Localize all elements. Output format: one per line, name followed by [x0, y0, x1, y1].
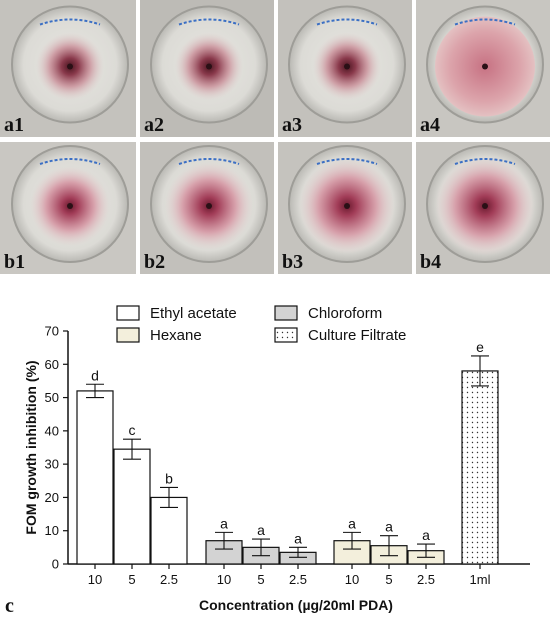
handwritten-label-mark — [316, 158, 378, 165]
colony-center — [67, 203, 73, 209]
x-tick-label: 2.5 — [417, 572, 435, 587]
significance-letter: a — [294, 530, 302, 546]
petri-dish-photo: b2 — [140, 142, 274, 274]
petri-dish-photo: a4 — [416, 0, 550, 137]
y-tick-label: 20 — [45, 490, 59, 505]
x-tick-label: 1ml — [470, 572, 491, 587]
legend-swatch — [116, 305, 140, 321]
significance-letter: a — [422, 527, 430, 543]
panel-label-c: c — [5, 595, 14, 617]
legend-swatch — [116, 327, 140, 343]
x-tick-label: 5 — [128, 572, 135, 587]
handwritten-label-mark — [454, 18, 516, 26]
handwritten-label-mark — [39, 158, 101, 165]
colony-center — [482, 63, 488, 70]
y-tick-label: 50 — [45, 390, 59, 405]
y-tick-label: 30 — [45, 457, 59, 472]
handwritten-label-mark — [316, 18, 378, 26]
bar — [76, 390, 114, 565]
x-tick-label: 10 — [217, 572, 231, 587]
x-tick-label: 10 — [345, 572, 359, 587]
x-tick-label: 2.5 — [289, 572, 307, 587]
bar — [150, 496, 188, 565]
significance-letter: e — [476, 339, 484, 355]
colony-center — [67, 63, 73, 70]
significance-letter: a — [257, 522, 265, 538]
legend-label: Ethyl acetate — [150, 305, 237, 322]
petri-dish-photo: a2 — [140, 0, 274, 137]
legend-label: Chloroform — [308, 305, 382, 322]
colony-center — [344, 63, 350, 70]
significance-letter: a — [385, 519, 393, 535]
y-tick-label: 60 — [45, 357, 59, 372]
panel-label-b4: b4 — [420, 251, 441, 273]
panel-label-a2: a2 — [144, 114, 164, 136]
legend-label: Hexane — [150, 327, 202, 344]
petri-dish-photos: a1 a2 a3 a4 b1 b2 b3 b4 — [0, 0, 550, 274]
petri-dish-photo: a1 — [0, 0, 136, 137]
handwritten-label-mark — [454, 158, 516, 165]
significance-letter: a — [348, 515, 356, 531]
colony-center — [482, 203, 488, 209]
panel-label-a3: a3 — [282, 114, 302, 136]
petri-dish-photo: b3 — [278, 142, 412, 274]
significance-letter: d — [91, 367, 99, 383]
panel-label-b2: b2 — [144, 251, 165, 273]
x-tick-label: 5 — [257, 572, 264, 587]
handwritten-label-mark — [178, 158, 240, 165]
significance-letter: a — [220, 515, 228, 531]
petri-dish-photo: a3 — [278, 0, 412, 137]
bar — [461, 370, 499, 565]
y-tick-label: 40 — [45, 423, 59, 438]
y-tick-label: 10 — [45, 523, 59, 538]
x-tick-label: 2.5 — [160, 572, 178, 587]
significance-letter: b — [165, 470, 173, 486]
panel-label-a1: a1 — [4, 114, 24, 136]
petri-dish-photo: b1 — [0, 142, 136, 274]
bar — [113, 448, 151, 565]
petri-dish-photo: b4 — [416, 142, 550, 274]
significance-letter: c — [129, 422, 136, 438]
legend-swatch — [274, 305, 298, 321]
legend-item: Chloroform — [274, 305, 382, 322]
legend-item: Hexane — [116, 327, 202, 344]
colony-center — [206, 203, 212, 209]
colony-center — [206, 63, 212, 70]
panel-label-b3: b3 — [282, 251, 303, 273]
legend-label: Culture Filtrate — [308, 327, 406, 344]
y-tick-label: 70 — [45, 324, 59, 339]
panel-label-a4: a4 — [420, 114, 440, 136]
x-tick-label: 5 — [385, 572, 392, 587]
y-tick-label: 0 — [52, 557, 59, 572]
legend-item: Culture Filtrate — [274, 327, 406, 344]
panel-label-b1: b1 — [4, 251, 25, 273]
y-axis-title: FOM growth inhibition (%) — [23, 360, 39, 534]
legend-swatch — [274, 327, 298, 343]
handwritten-label-mark — [39, 18, 101, 26]
handwritten-label-mark — [178, 18, 240, 26]
x-axis-title: Concentration (µg/20ml PDA) — [199, 597, 393, 613]
x-tick-label: 10 — [88, 572, 102, 587]
legend-item: Ethyl acetate — [116, 305, 237, 322]
colony-center — [344, 203, 350, 209]
